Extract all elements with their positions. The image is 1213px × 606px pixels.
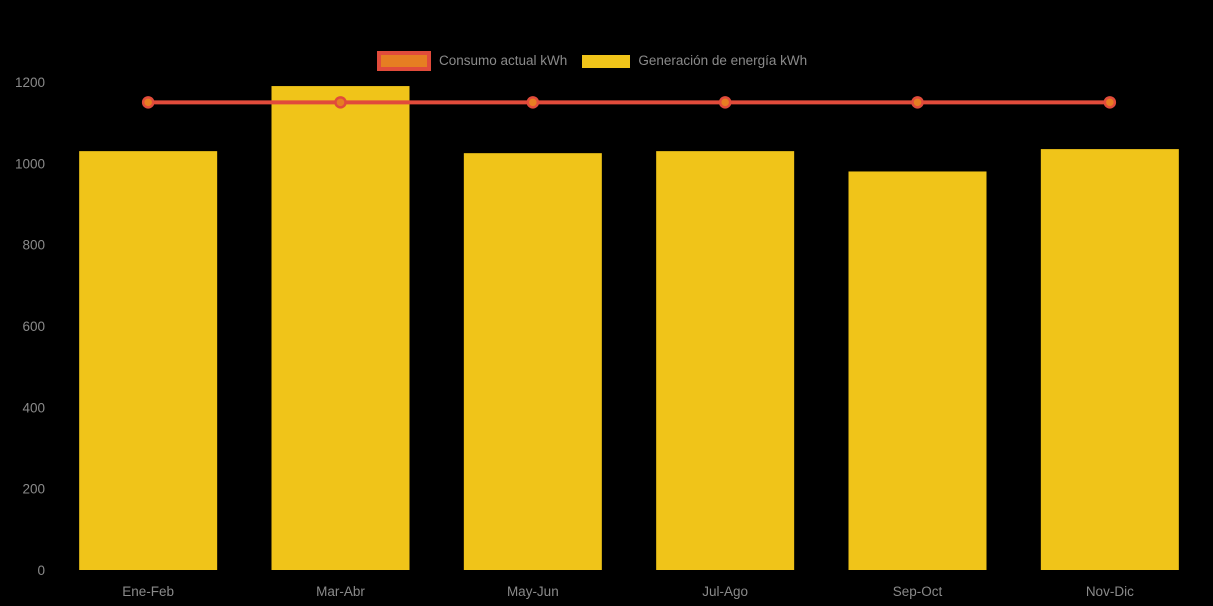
- bar-Mar-Abr: [271, 86, 410, 571]
- y-tick-label: 400: [22, 400, 45, 415]
- x-axis-label-Mar-Abr: Mar-Abr: [316, 584, 365, 599]
- legend-label-generacion: Generación de energía kWh: [638, 53, 808, 68]
- x-axis-labels: Ene-Feb Mar-Abr May-Jun Jul-Ago Sep-Oct Nov-D…: [122, 584, 1134, 599]
- x-axis-label-May-Jun: May-Jun: [507, 584, 559, 599]
- y-tick-label: 600: [22, 319, 45, 334]
- chart-legend: Consumo actual kWh Generación de energía…: [377, 51, 807, 71]
- y-tick-label: 0: [37, 563, 45, 578]
- bar-Ene-Feb: [79, 151, 218, 570]
- consumo-line-swatch-icon: [377, 51, 431, 71]
- line-marker-Jul-Ago: [718, 96, 732, 109]
- bar-Sep-Oct: [848, 171, 987, 570]
- line-marker-Nov-Dic: [1103, 96, 1117, 109]
- line-marker-Mar-Abr: [334, 96, 347, 109]
- y-tick-label: 1000: [15, 156, 45, 171]
- y-tick-label: 200: [22, 482, 45, 497]
- generacion-bar-swatch-icon: [582, 54, 631, 68]
- bars-generacion: [79, 86, 1179, 571]
- line-marker-May-Jun: [526, 96, 540, 109]
- legend-label-consumo-actual: Consumo actual kWh: [439, 53, 568, 68]
- bar-Nov-Dic: [1040, 149, 1179, 570]
- legend-item-consumo-actual[interactable]: Consumo actual kWh: [377, 51, 567, 71]
- x-axis-label-Sep-Oct: Sep-Oct: [893, 584, 943, 599]
- x-axis-label-Nov-Dic: Nov-Dic: [1086, 584, 1134, 599]
- y-axis-labels: 0 200 400 600 800 1000 1200: [15, 75, 45, 578]
- line-marker-Sep-Oct: [911, 96, 924, 109]
- legend-item-generacion[interactable]: Generación de energía kWh: [582, 51, 807, 71]
- line-marker-Ene-Feb: [141, 96, 155, 109]
- y-tick-label: 1200: [15, 75, 45, 90]
- bar-Jul-Ago: [656, 151, 795, 570]
- y-tick-label: 800: [22, 238, 45, 253]
- x-axis-label-Jul-Ago: Jul-Ago: [702, 584, 748, 599]
- bar-May-Jun: [463, 153, 602, 570]
- x-axis-label-Ene-Feb: Ene-Feb: [122, 584, 174, 599]
- line-consumo: [141, 96, 1117, 109]
